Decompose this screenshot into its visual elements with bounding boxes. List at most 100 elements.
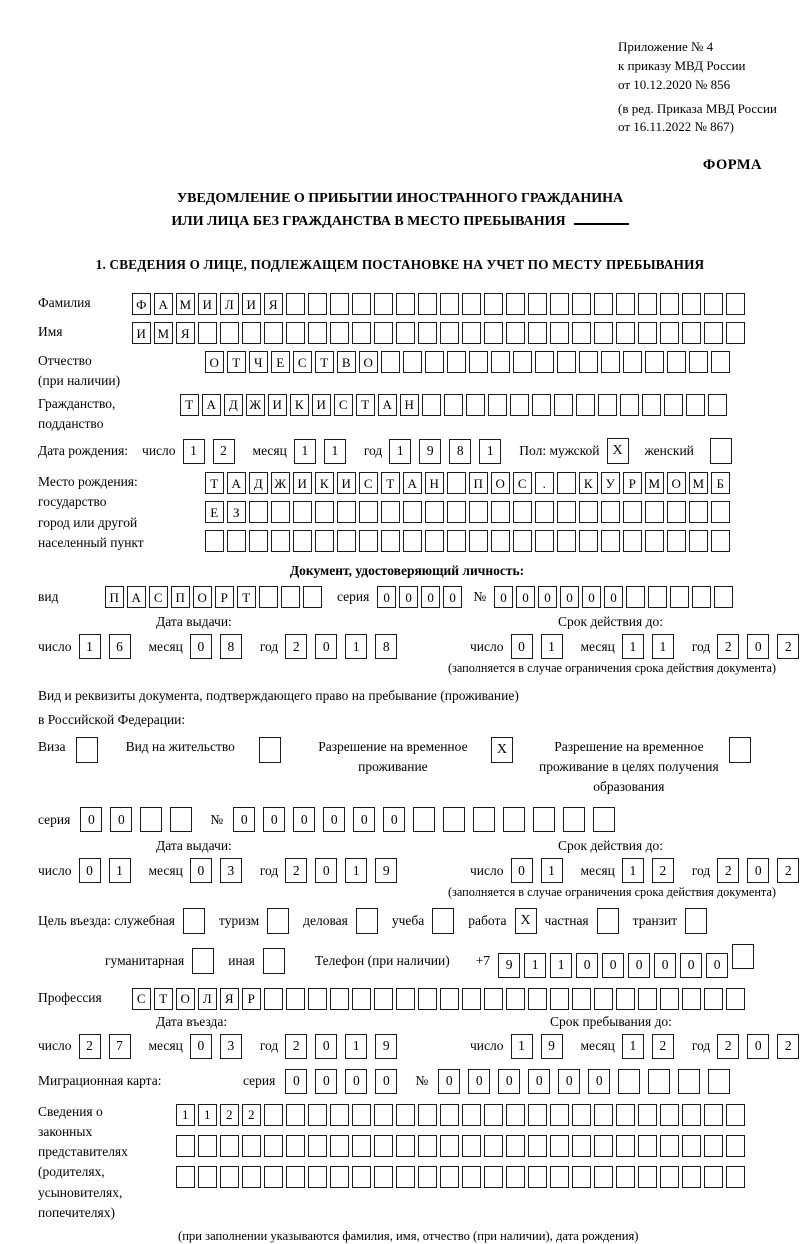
char-cell[interactable] xyxy=(594,1165,613,1188)
char-cell[interactable] xyxy=(176,1134,195,1157)
sex-female-checkbox[interactable] xyxy=(709,438,732,464)
char-cell[interactable]: 0 xyxy=(588,1068,611,1094)
char-cell[interactable]: Н xyxy=(400,393,419,416)
char-cell[interactable] xyxy=(563,807,586,833)
char-cell[interactable] xyxy=(704,293,723,315)
char-cell[interactable]: И xyxy=(268,393,287,416)
char-cell[interactable] xyxy=(579,530,598,552)
char-cell[interactable] xyxy=(403,351,422,373)
char-cell[interactable]: 8 xyxy=(375,634,398,659)
char-cell[interactable]: 0 xyxy=(494,586,513,608)
char-cell[interactable] xyxy=(462,1103,481,1126)
purpose-other-checkbox[interactable] xyxy=(262,947,285,974)
char-cell[interactable]: 1 xyxy=(540,858,563,884)
char-cell[interactable]: 2 xyxy=(285,858,308,884)
char-cell[interactable] xyxy=(242,322,261,344)
char-cell[interactable]: 0 xyxy=(233,807,256,833)
char-cell[interactable] xyxy=(550,293,569,315)
char-cell[interactable] xyxy=(352,1165,371,1188)
char-cell[interactable]: 0 xyxy=(680,952,703,978)
char-cell[interactable]: И xyxy=(242,293,261,315)
char-cell[interactable] xyxy=(638,322,657,344)
char-cell[interactable]: 0 xyxy=(604,586,623,608)
char-cell[interactable] xyxy=(557,351,576,373)
char-cell[interactable] xyxy=(396,1103,415,1126)
char-cell[interactable] xyxy=(286,1134,305,1157)
char-cell[interactable]: 2 xyxy=(717,1033,740,1059)
char-cell[interactable]: 0 xyxy=(516,586,535,608)
char-cell[interactable] xyxy=(623,530,642,552)
char-cell[interactable]: 0 xyxy=(443,586,462,608)
char-cell[interactable]: 1 xyxy=(293,438,316,464)
char-cell[interactable] xyxy=(440,1134,459,1157)
char-cell[interactable] xyxy=(642,393,661,416)
char-cell[interactable]: 9 xyxy=(375,858,398,884)
char-cell[interactable] xyxy=(462,322,481,344)
char-cell[interactable] xyxy=(594,1103,613,1126)
char-cell[interactable] xyxy=(532,393,551,416)
char-cell[interactable] xyxy=(535,351,554,373)
char-cell[interactable]: 2 xyxy=(777,1033,800,1059)
char-cell[interactable]: 1 xyxy=(176,1103,195,1126)
char-cell[interactable]: С xyxy=(359,472,378,494)
char-cell[interactable]: 0 xyxy=(263,807,286,833)
char-cell[interactable] xyxy=(315,501,334,523)
char-cell[interactable] xyxy=(572,1165,591,1188)
char-cell[interactable] xyxy=(528,987,547,1010)
char-cell[interactable]: 1 xyxy=(345,634,368,659)
char-cell[interactable]: 8 xyxy=(219,634,242,659)
char-cell[interactable] xyxy=(484,293,503,315)
char-cell[interactable]: 0 xyxy=(375,1068,398,1094)
char-cell[interactable]: 1 xyxy=(345,858,368,884)
char-cell[interactable] xyxy=(711,501,730,523)
char-cell[interactable] xyxy=(308,1103,327,1126)
char-cell[interactable]: 0 xyxy=(353,807,376,833)
char-cell[interactable] xyxy=(638,293,657,315)
char-cell[interactable] xyxy=(337,530,356,552)
char-cell[interactable] xyxy=(714,586,733,608)
char-cell[interactable] xyxy=(220,1134,239,1157)
char-cell[interactable]: Л xyxy=(198,987,217,1010)
char-cell[interactable]: 0 xyxy=(323,807,346,833)
char-cell[interactable]: М xyxy=(689,472,708,494)
char-cell[interactable]: Ж xyxy=(271,472,290,494)
char-cell[interactable]: 8 xyxy=(449,438,472,464)
char-cell[interactable]: С xyxy=(149,586,168,608)
char-cell[interactable]: О xyxy=(359,351,378,373)
char-cell[interactable]: 1 xyxy=(345,1033,368,1059)
char-cell[interactable] xyxy=(374,1134,393,1157)
char-cell[interactable] xyxy=(396,987,415,1010)
char-cell[interactable] xyxy=(444,393,463,416)
char-cell[interactable] xyxy=(616,987,635,1010)
char-cell[interactable]: Р xyxy=(215,586,234,608)
char-cell[interactable] xyxy=(220,1165,239,1188)
char-cell[interactable] xyxy=(330,1103,349,1126)
char-cell[interactable] xyxy=(550,987,569,1010)
char-cell[interactable]: 2 xyxy=(777,634,800,659)
char-cell[interactable] xyxy=(732,944,755,970)
char-cell[interactable] xyxy=(704,322,723,344)
char-cell[interactable] xyxy=(308,1165,327,1188)
char-cell[interactable]: 0 xyxy=(110,807,133,833)
char-cell[interactable]: 1 xyxy=(510,1033,533,1059)
char-cell[interactable]: 1 xyxy=(621,1033,644,1059)
char-cell[interactable] xyxy=(689,501,708,523)
char-cell[interactable] xyxy=(686,393,705,416)
char-cell[interactable] xyxy=(264,1165,283,1188)
char-cell[interactable] xyxy=(249,501,268,523)
char-cell[interactable]: 0 xyxy=(315,1033,338,1059)
char-cell[interactable]: У xyxy=(601,472,620,494)
char-cell[interactable]: 0 xyxy=(576,952,599,978)
char-cell[interactable]: К xyxy=(290,393,309,416)
char-cell[interactable] xyxy=(425,351,444,373)
char-cell[interactable] xyxy=(704,1134,723,1157)
char-cell[interactable] xyxy=(506,1134,525,1157)
char-cell[interactable]: М xyxy=(645,472,664,494)
char-cell[interactable]: 7 xyxy=(108,1033,131,1059)
char-cell[interactable]: 1 xyxy=(182,438,205,464)
char-cell[interactable]: 1 xyxy=(389,438,412,464)
char-cell[interactable] xyxy=(704,1165,723,1188)
char-cell[interactable] xyxy=(645,501,664,523)
char-cell[interactable] xyxy=(648,586,667,608)
char-cell[interactable] xyxy=(726,1103,745,1126)
